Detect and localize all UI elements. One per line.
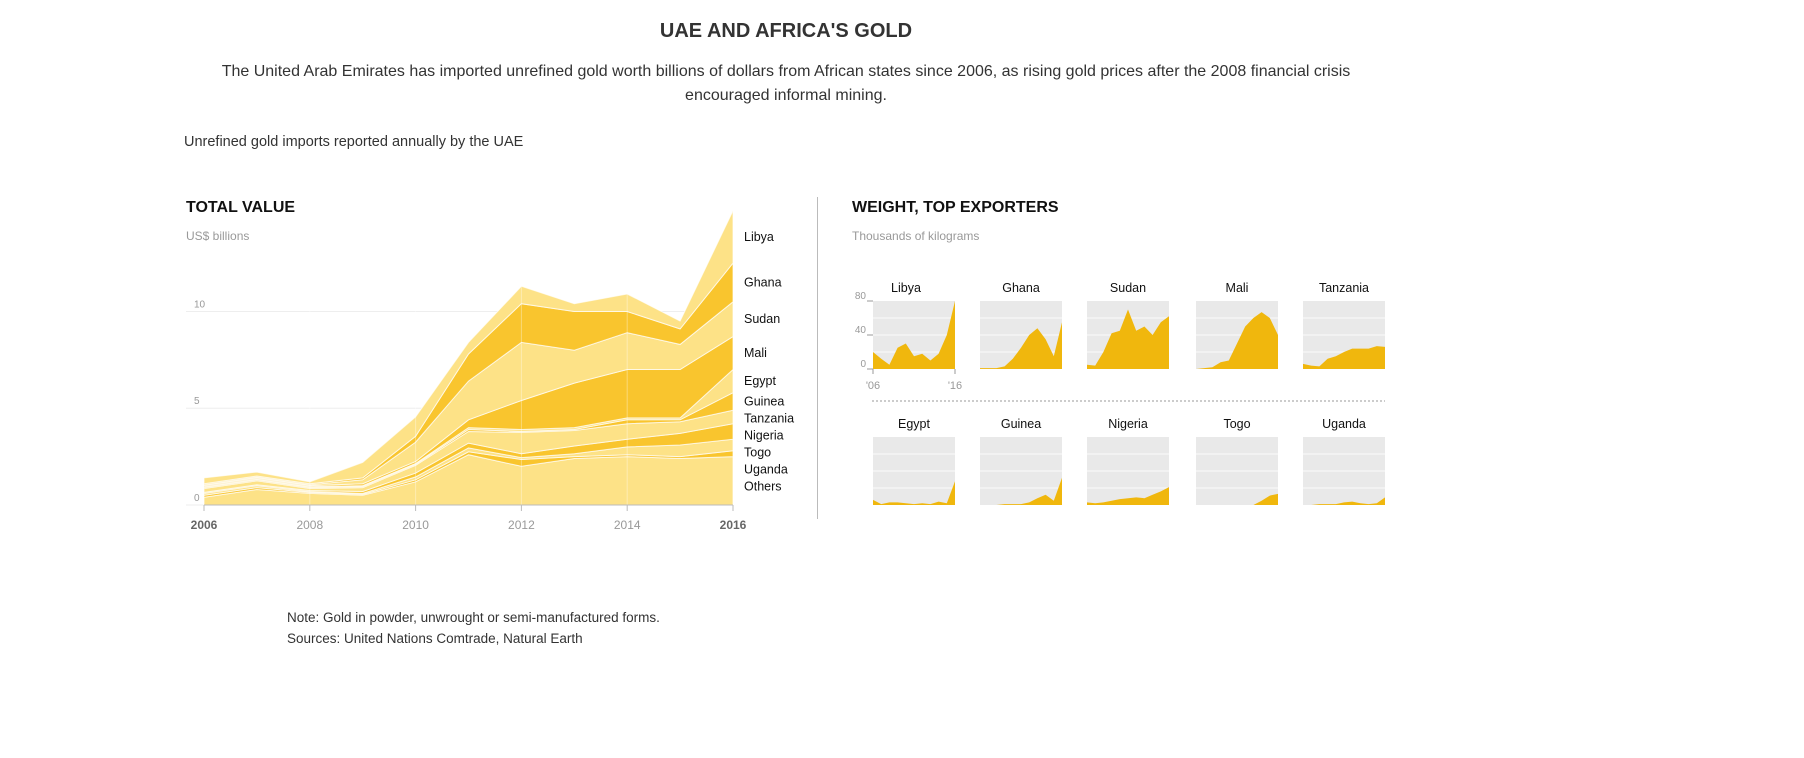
panel-background bbox=[1303, 437, 1385, 505]
small-multiple-uganda: Uganda bbox=[1303, 417, 1385, 505]
small-y-tick-label-40: 40 bbox=[855, 325, 867, 336]
series-label-togo: Togo bbox=[744, 446, 771, 460]
x-tick-label-2010: 2010 bbox=[402, 518, 429, 532]
y-tick-label-0: 0 bbox=[194, 493, 200, 504]
panel-background bbox=[1087, 301, 1169, 369]
y-tick-label-10: 10 bbox=[194, 299, 206, 310]
panel-label-uganda: Uganda bbox=[1322, 417, 1366, 431]
small-multiple-mali: Mali bbox=[1196, 281, 1278, 369]
small-multiple-egypt: Egypt bbox=[873, 417, 955, 505]
small-y-tick-label-80: 80 bbox=[855, 291, 867, 302]
area-sudan bbox=[1087, 309, 1169, 369]
panel-divider bbox=[817, 197, 818, 519]
series-label-mali: Mali bbox=[744, 346, 767, 360]
total-value-unit: US$ billions bbox=[186, 229, 249, 243]
weight-unit: Thousands of kilograms bbox=[852, 229, 979, 243]
series-label-guinea: Guinea bbox=[744, 395, 784, 409]
series-label-egypt: Egypt bbox=[744, 374, 776, 388]
series-label-libya: Libya bbox=[744, 230, 774, 244]
panel-label-togo: Togo bbox=[1223, 417, 1250, 431]
x-tick-label-2014: 2014 bbox=[614, 518, 641, 532]
x-tick-label-2012: 2012 bbox=[508, 518, 535, 532]
panel-label-sudan: Sudan bbox=[1110, 281, 1146, 295]
area-uganda bbox=[1303, 497, 1385, 505]
chart-lead-text: Unrefined gold imports reported annually… bbox=[184, 134, 524, 150]
total-value-chart: TOTAL VALUE US$ billions 0 5 10 2006 2008 20… bbox=[186, 199, 794, 532]
panel-background bbox=[980, 301, 1062, 369]
area-ghana bbox=[980, 322, 1062, 369]
panel-background bbox=[873, 437, 955, 505]
small-multiple-tanzania: Tanzania bbox=[1303, 281, 1385, 369]
panel-background bbox=[873, 301, 955, 369]
panel-label-ghana: Ghana bbox=[1002, 281, 1040, 295]
area-libya bbox=[203, 210, 734, 485]
panel-background bbox=[980, 437, 1062, 505]
panel-label-egypt: Egypt bbox=[898, 417, 930, 431]
panel-label-libya: Libya bbox=[891, 281, 921, 295]
footer-sources: Sources: United Nations Comtrade, Natura… bbox=[287, 631, 583, 646]
panel-background bbox=[1303, 301, 1385, 369]
x-tick-label-2016: 2016 bbox=[720, 518, 747, 532]
small-multiple-libya: Libya 0 40 80 '06 '16 bbox=[855, 281, 962, 392]
area-nigeria bbox=[1087, 487, 1169, 505]
footer: Note: Gold in powder, unwrought or semi-… bbox=[287, 607, 660, 649]
small-multiple-sudan: Sudan bbox=[1087, 281, 1169, 369]
panel-background bbox=[1196, 301, 1278, 369]
series-label-ghana: Ghana bbox=[744, 275, 782, 289]
small-y-tick-label-0: 0 bbox=[860, 359, 866, 370]
series-label-tanzania: Tanzania bbox=[744, 412, 794, 426]
footer-note: Note: Gold in powder, unwrought or semi-… bbox=[287, 610, 660, 625]
small-x-tick-label--06: '06 bbox=[866, 380, 880, 392]
panel-label-nigeria: Nigeria bbox=[1108, 417, 1148, 431]
small-multiple-ghana: Ghana bbox=[980, 281, 1062, 369]
panel-background bbox=[1087, 437, 1169, 505]
panel-label-guinea: Guinea bbox=[1001, 417, 1041, 431]
page-subtitle: The United Arab Emirates has imported un… bbox=[221, 63, 1351, 104]
weight-title: WEIGHT, TOP EXPORTERS bbox=[852, 199, 1059, 216]
area-egypt bbox=[873, 481, 955, 505]
area-libya bbox=[873, 301, 955, 369]
series-label-nigeria: Nigeria bbox=[744, 429, 784, 443]
x-tick-label-2006: 2006 bbox=[191, 518, 218, 532]
area-tanzania bbox=[1303, 346, 1385, 369]
page-title: UAE AND AFRICA'S GOLD bbox=[659, 20, 913, 42]
small-multiple-nigeria: Nigeria bbox=[1087, 417, 1169, 505]
y-tick-label-5: 5 bbox=[194, 396, 200, 407]
panel-label-tanzania: Tanzania bbox=[1319, 281, 1369, 295]
series-label-others: Others bbox=[744, 480, 782, 494]
series-label-uganda: Uganda bbox=[744, 463, 788, 477]
area-guinea bbox=[980, 477, 1062, 505]
small-multiple-guinea: Guinea bbox=[980, 417, 1062, 505]
total-value-title: TOTAL VALUE bbox=[186, 199, 295, 216]
panel-background bbox=[1196, 437, 1278, 505]
panel-label-mali: Mali bbox=[1226, 281, 1249, 295]
area-mali bbox=[1196, 312, 1278, 369]
area-togo bbox=[1196, 493, 1278, 505]
small-x-tick-label--16: '16 bbox=[948, 380, 962, 392]
small-multiple-togo: Togo bbox=[1196, 417, 1278, 505]
series-label-sudan: Sudan bbox=[744, 312, 780, 326]
x-tick-label-2008: 2008 bbox=[296, 518, 323, 532]
